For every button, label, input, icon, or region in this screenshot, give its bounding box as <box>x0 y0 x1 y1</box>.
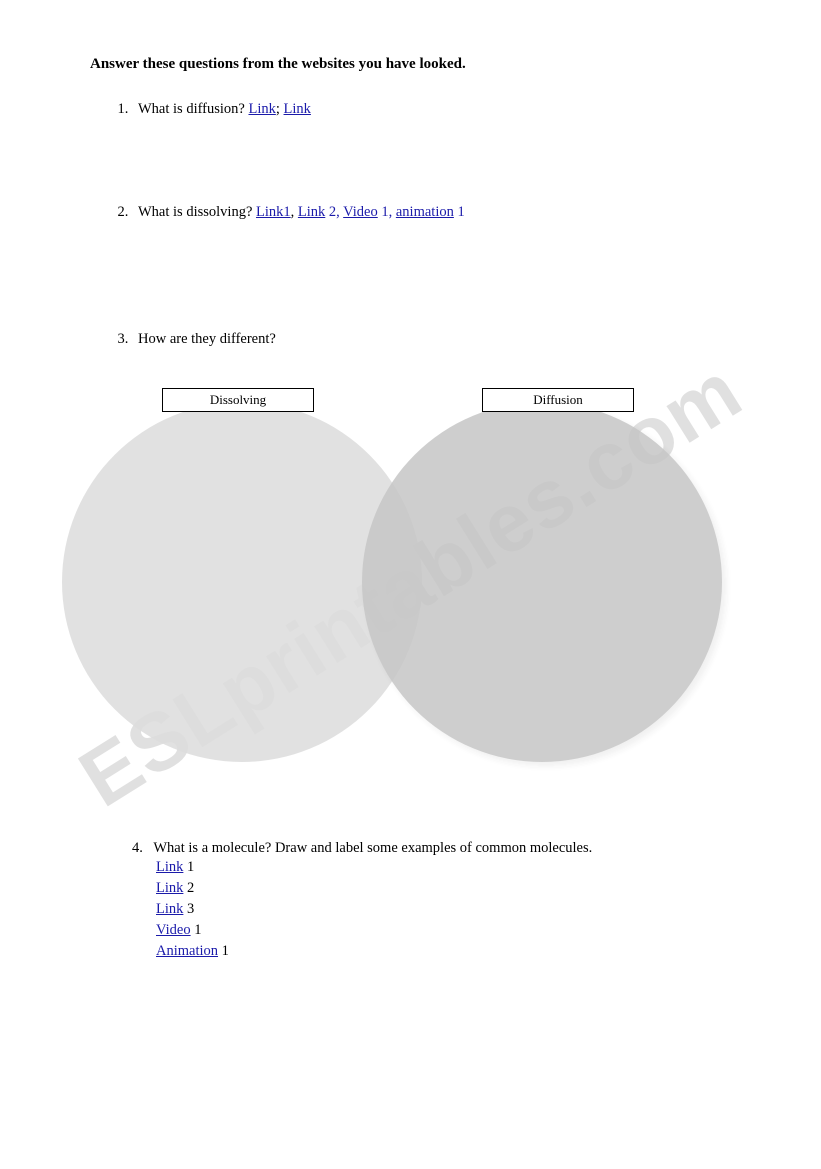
q3-text: How are they different? <box>138 331 276 347</box>
q2-c1: , <box>291 204 298 220</box>
answer-space-2 <box>138 221 751 331</box>
q4-link-1-suffix: 1 <box>183 859 194 875</box>
venn-diagram: Dissolving Diffusion <box>62 362 702 822</box>
q4-link-5[interactable]: Animation <box>156 943 218 959</box>
venn-circle-diffusion <box>362 402 722 762</box>
q1-sep: ; <box>276 101 284 117</box>
q2-link4[interactable]: animation <box>396 204 454 220</box>
answer-space-1 <box>138 118 751 204</box>
q4-link-3-suffix: 3 <box>183 901 194 917</box>
question-4: 4. What is a molecule? Draw and label so… <box>132 840 751 962</box>
question-1: What is diffusion? Link; Link <box>132 101 751 204</box>
q4-link-row-4: Video 1 <box>156 920 751 941</box>
q4-link-row-1: Link 1 <box>156 857 751 878</box>
q2-link1[interactable]: Link1 <box>256 204 291 220</box>
q1-link-b[interactable]: Link <box>284 101 311 117</box>
q4-number: 4. <box>132 840 150 857</box>
q2-link3-suffix: 1, <box>378 204 396 220</box>
worksheet-page: ESLprintables.com Answer these questions… <box>0 0 821 1169</box>
q4-link-2-suffix: 2 <box>183 880 194 896</box>
q1-text: What is diffusion? <box>138 101 245 117</box>
page-heading: Answer these questions from the websites… <box>90 56 751 73</box>
q2-link3[interactable]: Video <box>343 204 378 220</box>
q4-link-row-2: Link 2 <box>156 878 751 899</box>
q4-text: What is a molecule? Draw and label some … <box>153 840 592 856</box>
q4-link-3[interactable]: Link <box>156 901 183 917</box>
question-2: What is dissolving? Link1, Link 2, Video… <box>132 204 751 331</box>
q4-link-4[interactable]: Video <box>156 922 191 938</box>
q2-link2-suffix: 2, <box>325 204 343 220</box>
q4-link-4-suffix: 1 <box>191 922 202 938</box>
q4-link-1[interactable]: Link <box>156 859 183 875</box>
q4-link-5-suffix: 1 <box>218 943 229 959</box>
venn-label-dissolving: Dissolving <box>162 388 314 412</box>
q2-link2[interactable]: Link <box>298 204 325 220</box>
q2-text: What is dissolving? <box>138 204 256 220</box>
question-list: What is diffusion? Link; Link What is di… <box>132 101 751 348</box>
q4-link-list: Link 1 Link 2 Link 3 Video 1 Animation 1 <box>156 857 751 962</box>
venn-label-diffusion: Diffusion <box>482 388 634 412</box>
q4-link-row-5: Animation 1 <box>156 941 751 962</box>
q4-link-row-3: Link 3 <box>156 899 751 920</box>
question-3: How are they different? <box>132 331 751 348</box>
q2-link4-suffix: 1 <box>454 204 465 220</box>
q1-link-a[interactable]: Link <box>248 101 275 117</box>
q4-link-2[interactable]: Link <box>156 880 183 896</box>
